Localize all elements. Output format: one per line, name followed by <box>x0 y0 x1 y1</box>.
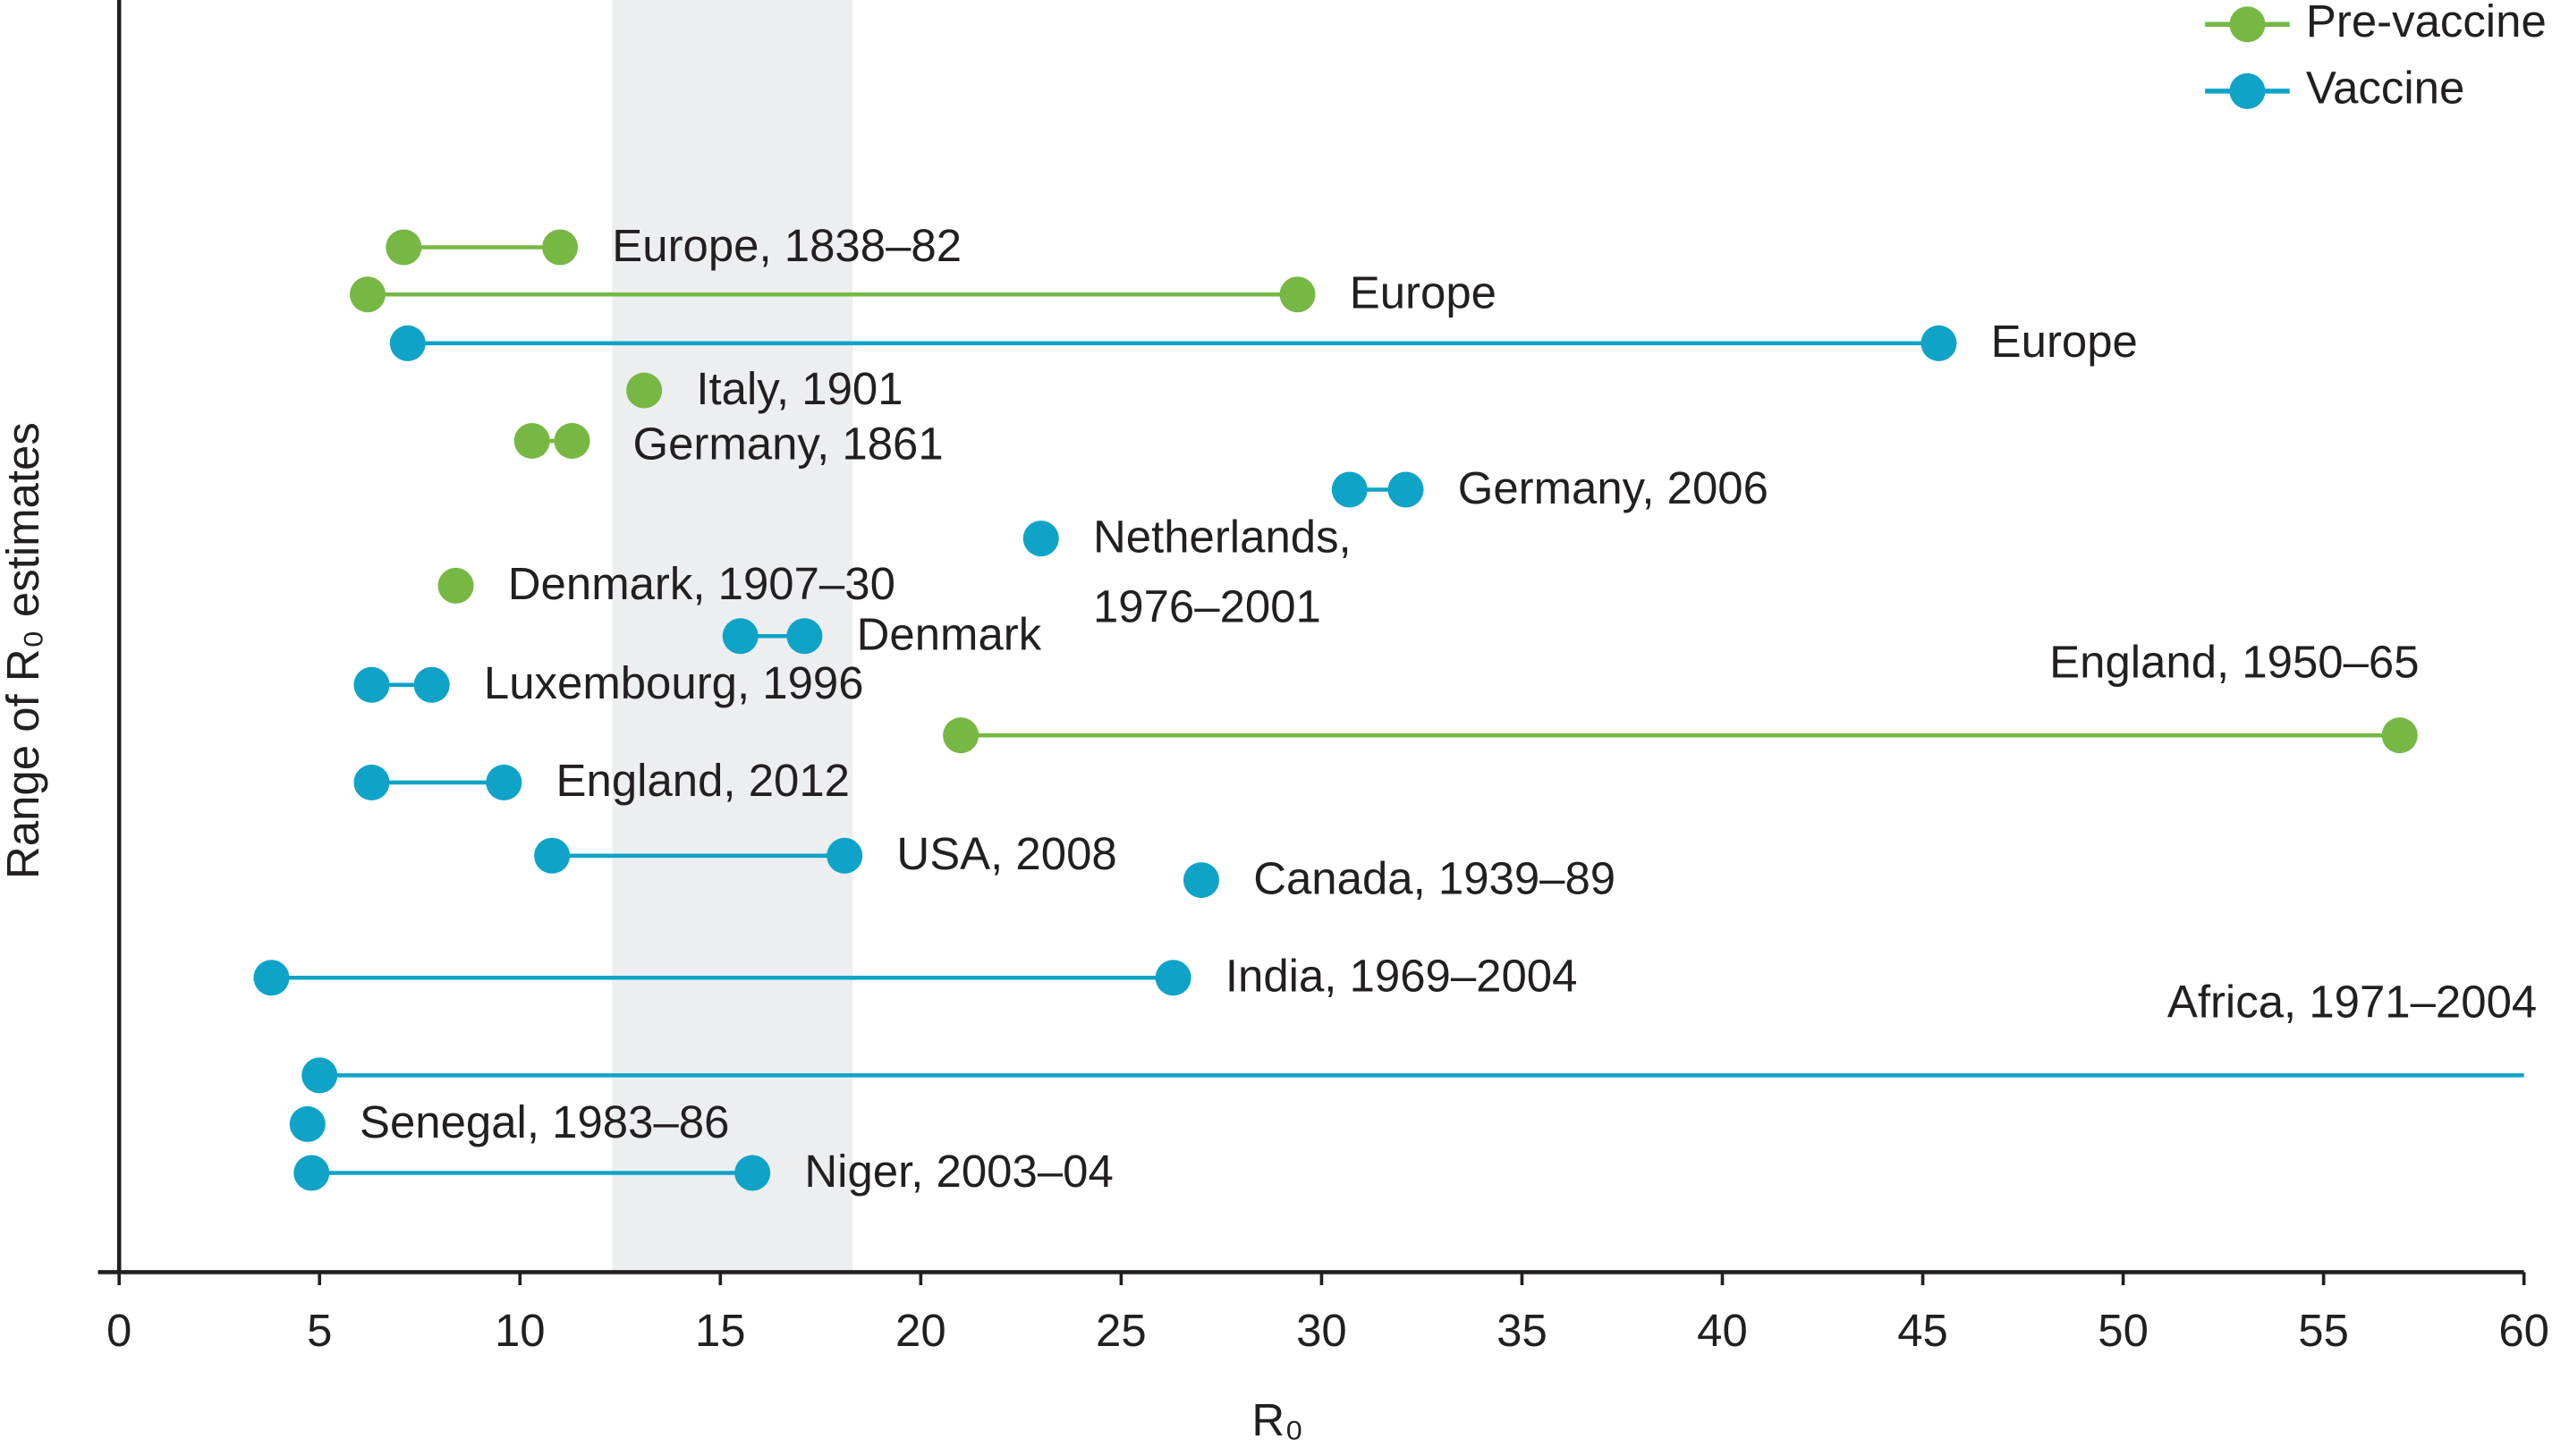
estimate-dot <box>2381 717 2418 754</box>
estimate-dot <box>626 372 663 409</box>
estimate-dot <box>1279 276 1316 313</box>
row-label: Europe <box>1991 316 2138 367</box>
row: Netherlands, 1976–2001 <box>1022 511 1352 632</box>
row-label: Italy, 1901 <box>696 363 903 414</box>
row: Europe, 1838–82 <box>386 220 962 271</box>
x-tick-label: 50 <box>2098 1305 2149 1356</box>
x-tick-label: 15 <box>695 1305 746 1356</box>
x-tick-label: 35 <box>1496 1305 1547 1356</box>
estimate-dot <box>827 837 863 874</box>
x-tick-label: 20 <box>895 1305 946 1356</box>
estimate-dot <box>253 960 290 996</box>
row: Denmark <box>722 608 1042 659</box>
estimate-dot <box>534 837 571 874</box>
row: Germany, 1861 <box>513 419 944 470</box>
x-axis-label: R₀ <box>1251 1394 1303 1445</box>
x-tick-label: 25 <box>1096 1305 1147 1356</box>
row: England, 1950–65 <box>943 636 2420 754</box>
row: Africa, 1971–2004 <box>301 977 2537 1094</box>
estimate-dot <box>513 422 550 459</box>
row: Luxembourg, 1996 <box>353 657 864 708</box>
row-label: Germany, 2006 <box>1458 462 1768 513</box>
estimate-dot <box>1387 471 1424 508</box>
estimate-dot <box>1183 862 1220 899</box>
row: Europe <box>389 316 2138 367</box>
estimate-dot <box>486 764 522 800</box>
estimate-dot <box>353 764 390 800</box>
estimate-dot <box>943 717 979 754</box>
row-label: India, 1969–2004 <box>1225 950 1578 1001</box>
row-label: USA, 2008 <box>896 828 1116 879</box>
row-label: Niger, 2003–04 <box>804 1146 1113 1197</box>
row-label: Luxembourg, 1996 <box>484 657 864 708</box>
legend-dot <box>2229 6 2266 43</box>
row: USA, 2008 <box>534 828 1117 879</box>
row: Germany, 2006 <box>1331 462 1768 513</box>
row-label: Senegal, 1983–86 <box>360 1096 729 1147</box>
estimate-dot <box>389 325 426 361</box>
estimate-dot <box>1155 960 1191 996</box>
y-axis-label: Range of R₀ estimates <box>0 422 48 879</box>
row-label: Africa, 1971–2004 <box>2167 977 2537 1028</box>
legend-label: Pre-vaccine <box>2306 0 2547 47</box>
row-label: Europe, 1838–82 <box>612 220 962 271</box>
estimate-dot <box>1920 325 1957 361</box>
row: Denmark, 1907–30 <box>437 558 895 609</box>
x-tick-label: 10 <box>495 1305 546 1356</box>
row-label: England, 1950–65 <box>2049 636 2419 687</box>
row-label: Denmark <box>857 608 1042 659</box>
row-label: Canada, 1939–89 <box>1253 852 1615 903</box>
row-label: 1976–2001 <box>1093 581 1321 632</box>
x-tick-label: 30 <box>1296 1305 1347 1356</box>
x-tick-label: 55 <box>2298 1305 2349 1356</box>
estimate-dot <box>289 1105 326 1142</box>
estimate-dot <box>734 1155 771 1191</box>
row-label: Denmark, 1907–30 <box>508 558 895 609</box>
estimate-dot <box>353 666 390 703</box>
legend-label: Vaccine <box>2306 62 2464 113</box>
estimate-dot <box>722 618 759 655</box>
row: Niger, 2003–04 <box>293 1146 1114 1197</box>
row-label: Germany, 1861 <box>632 419 943 470</box>
row: India, 1969–2004 <box>253 950 1577 1001</box>
row-label: Europe <box>1350 267 1496 318</box>
estimate-dot <box>293 1155 330 1191</box>
row-label: Netherlands, <box>1093 511 1352 562</box>
row: Canada, 1939–89 <box>1183 852 1615 903</box>
estimate-dot <box>554 422 590 459</box>
estimate-dot <box>786 618 823 655</box>
estimate-dot <box>349 276 386 313</box>
x-tick-label: 60 <box>2498 1305 2549 1356</box>
row-label: England, 2012 <box>556 755 850 806</box>
x-tick-label: 45 <box>1897 1305 1948 1356</box>
plot-area: 0 5 10 15 20 25 30 35 40 45 50 55 60 Europe, 1838–82 E… <box>98 0 2549 1356</box>
row: Italy, 1901 <box>626 363 903 414</box>
estimate-dot <box>386 229 422 266</box>
row: England, 2012 <box>353 755 850 806</box>
estimate-dot <box>1022 521 1059 557</box>
estimate-dot <box>1331 471 1368 508</box>
estimate-dot <box>301 1057 338 1094</box>
x-tick-label: 40 <box>1697 1305 1748 1356</box>
estimate-dot <box>413 666 450 703</box>
x-tick-label: 5 <box>307 1305 332 1356</box>
x-tick-label: 0 <box>106 1305 131 1356</box>
row: Senegal, 1983–86 <box>289 1096 729 1147</box>
legend-dot <box>2229 72 2266 109</box>
estimate-dot <box>437 567 474 604</box>
row: Europe <box>349 267 1496 318</box>
estimate-dot <box>542 229 579 266</box>
legend: Pre-vaccine Vaccine <box>2205 0 2547 113</box>
